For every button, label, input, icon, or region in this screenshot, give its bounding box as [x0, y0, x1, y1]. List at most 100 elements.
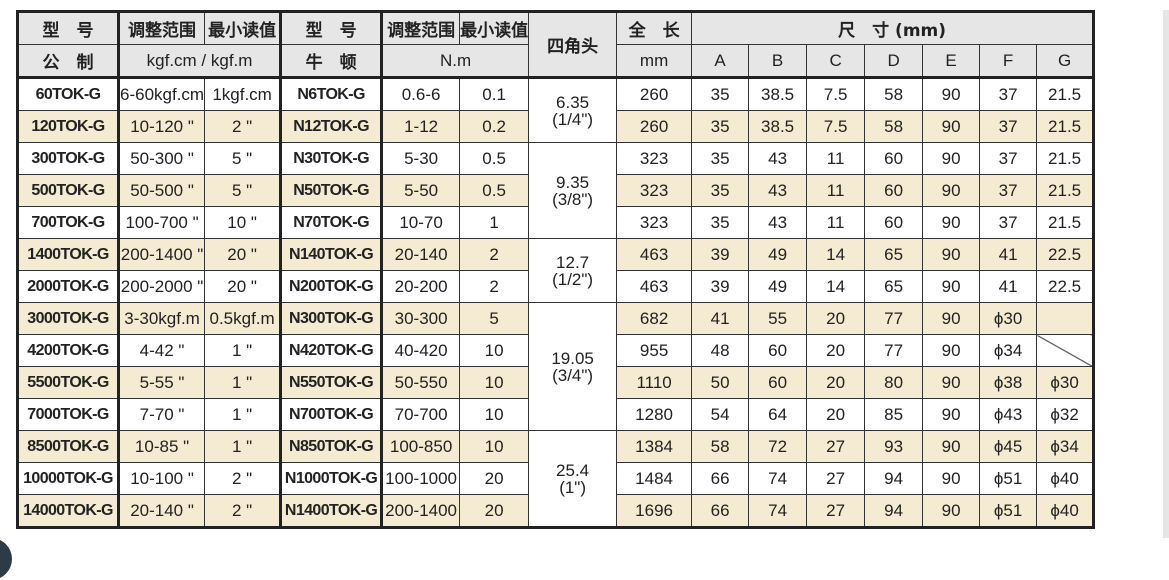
newton-range-cell: 5-30	[381, 142, 461, 175]
newton-min-reading-cell: 0.5	[459, 174, 530, 207]
model-cell: 10000TOK-G	[17, 462, 120, 495]
overall-length-cell: 260	[616, 77, 693, 111]
table-row: 2000TOK-G 200-2000 " 20 " N200TOK-G 20-200 2 4…	[17, 270, 1095, 303]
dim-e-cell: 90	[922, 110, 981, 143]
dim-g-cell: 22.5	[1036, 270, 1095, 303]
newton-model-cell: N1000TOK-G	[280, 462, 384, 495]
dim-f-cell: 37	[979, 77, 1038, 111]
range-cell: 3-30kgf.m	[117, 302, 206, 335]
range-cell: 100-700 "	[117, 206, 206, 239]
dim-d-cell: 60	[864, 206, 924, 239]
newton-model-cell: N850TOK-G	[280, 430, 384, 463]
dim-d-cell: 77	[864, 302, 924, 335]
newton-model-cell: N300TOK-G	[280, 302, 384, 335]
dim-b-cell: 55	[748, 302, 808, 335]
dim-a-cell: 35	[691, 174, 750, 207]
dim-c-cell: 7.5	[806, 110, 866, 143]
table-row: 10000TOK-G 10-100 " 2 " N1000TOK-G 100-1000 2…	[17, 462, 1095, 495]
dim-c-cell: 20	[806, 366, 866, 399]
dim-c-cell: 27	[806, 494, 866, 528]
newton-min-reading-cell: 2	[459, 270, 530, 303]
overall-length-cell: 1280	[616, 398, 693, 431]
model-cell: 500TOK-G	[17, 174, 120, 207]
model-cell: 60TOK-G	[17, 77, 120, 111]
table-row: 1400TOK-G 200-1400 " 20 " N140TOK-G 20-140 2 1…	[17, 238, 1095, 303]
table-row: 7000TOK-G 7-70 " 1 " N700TOK-G 70-700 10 1280 5…	[17, 398, 1095, 431]
dim-e-cell: 90	[922, 430, 981, 463]
dim-c-cell: 11	[806, 206, 866, 239]
model-cell: 5500TOK-G	[17, 366, 120, 399]
square-drive-inch: (1/4")	[552, 109, 594, 129]
dim-g-cell: ϕ32	[1036, 398, 1095, 431]
table-row: 8500TOK-G 10-85 " 1 " N850TOK-G 100-850 10 25.…	[17, 430, 1095, 528]
range-cell: 4-42 "	[117, 334, 206, 367]
dim-b-cell: 74	[748, 462, 808, 495]
dim-f-cell: ϕ43	[979, 398, 1038, 431]
dim-c-cell: 7.5	[806, 77, 866, 111]
table-row: 60TOK-G 6-60kgf.cm 1kgf.cm N6TOK-G 0.6-6 0.1 6…	[17, 77, 1095, 143]
dim-e-cell: 90	[922, 462, 981, 495]
square-drive-cell: 19.05 (3/4")	[528, 302, 618, 431]
dim-e-cell: 90	[922, 366, 981, 399]
model-cell: 14000TOK-G	[17, 494, 120, 528]
overall-length-cell: 1696	[616, 494, 693, 528]
dim-a-cell: 58	[691, 430, 750, 463]
model-cell: 700TOK-G	[17, 206, 120, 239]
dim-d-cell: 65	[864, 270, 924, 303]
table-row: 4200TOK-G 4-42 " 1 " N420TOK-G 40-420 10 955 48…	[17, 334, 1095, 367]
header-metric: 公 制	[17, 44, 120, 79]
min-reading-cell: 2 "	[204, 110, 283, 143]
overall-length-cell: 323	[616, 174, 693, 207]
overall-length-cell: 323	[616, 142, 693, 175]
square-drive-cell: 6.35 (1/4")	[528, 77, 618, 143]
dim-c-cell: 14	[806, 238, 866, 271]
newton-range-cell: 20-200	[381, 270, 461, 303]
dim-d-cell: 80	[864, 366, 924, 399]
newton-range-cell: 100-1000	[381, 462, 461, 495]
newton-min-reading-cell: 10	[459, 430, 530, 463]
dim-f-cell: ϕ30	[979, 302, 1038, 335]
newton-range-cell: 200-1400	[381, 494, 461, 528]
header-row-1: 型 号 调整范围 最小读值 型 号 调整范围 最小读值 四角头 全 长 尺 寸 …	[17, 11, 1095, 79]
dim-f-cell: ϕ34	[979, 334, 1038, 367]
newton-model-cell: N1400TOK-G	[280, 494, 384, 528]
dim-d-cell: 77	[864, 334, 924, 367]
dim-g-cell: ϕ34	[1036, 430, 1095, 463]
dim-e-cell: 90	[922, 174, 981, 207]
square-drive-cell: 12.7 (1/2")	[528, 238, 618, 303]
dim-f-cell: 37	[979, 206, 1038, 239]
header-length-unit: mm	[616, 44, 693, 79]
newton-model-cell: N550TOK-G	[280, 366, 384, 399]
table-row: 120TOK-G 10-120 " 2 " N12TOK-G 1-12 0.2 260 35 3…	[17, 110, 1095, 143]
square-drive-inch: (3/8")	[552, 189, 594, 209]
header-metric-unit: kgf.cm / kgf.m	[117, 44, 283, 79]
model-cell: 3000TOK-G	[17, 302, 120, 335]
dim-b-cell: 60	[748, 334, 808, 367]
dim-d-cell: 94	[864, 494, 924, 528]
overall-length-cell: 1384	[616, 430, 693, 463]
dim-a-cell: 54	[691, 398, 750, 431]
header-min-reading-n: 最小读值	[459, 11, 530, 45]
newton-min-reading-cell: 10	[459, 334, 530, 367]
min-reading-cell: 1kgf.cm	[204, 77, 283, 111]
min-reading-cell: 10 "	[204, 206, 283, 239]
dim-g-cell	[1036, 302, 1095, 335]
header-newton: 牛 顿	[280, 44, 384, 79]
table-row: 14000TOK-G 20-140 " 2 " N1400TOK-G 200-1400 2…	[17, 494, 1095, 528]
range-cell: 5-55 "	[117, 366, 206, 399]
range-cell: 200-2000 "	[117, 270, 206, 303]
range-cell: 10-85 "	[117, 430, 206, 463]
dim-b-cell: 74	[748, 494, 808, 528]
newton-min-reading-cell: 20	[459, 462, 530, 495]
dim-e-cell: 90	[922, 206, 981, 239]
model-cell: 120TOK-G	[17, 110, 120, 143]
min-reading-cell: 2 "	[204, 462, 283, 495]
min-reading-cell: 2 "	[204, 494, 283, 528]
newton-range-cell: 70-700	[381, 398, 461, 431]
dim-e-cell: 90	[922, 302, 981, 335]
header-model-n: 型 号	[280, 11, 384, 45]
newton-range-cell: 20-140	[381, 238, 461, 271]
dim-c-cell: 27	[806, 430, 866, 463]
dim-b-cell: 43	[748, 174, 808, 207]
newton-model-cell: N200TOK-G	[280, 270, 384, 303]
